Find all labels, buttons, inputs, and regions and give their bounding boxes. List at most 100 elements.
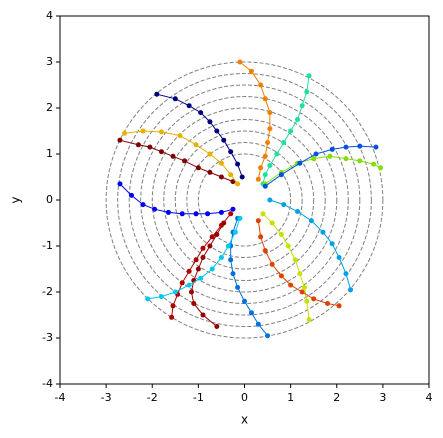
point [325, 301, 331, 306]
series-line [262, 213, 310, 320]
series-line [239, 61, 271, 180]
series-line [257, 220, 340, 307]
x-tick-label: -1 [193, 391, 204, 404]
point [158, 149, 164, 155]
point [195, 266, 201, 272]
point [179, 280, 185, 286]
point [288, 282, 294, 288]
series-line [156, 93, 243, 178]
point [182, 158, 188, 164]
x-tick-label: 4 [426, 391, 433, 404]
point [265, 140, 271, 145]
point [327, 153, 333, 159]
point [154, 91, 160, 97]
point [140, 202, 146, 208]
point [147, 144, 153, 150]
point [169, 314, 175, 320]
point [214, 324, 220, 329]
point [145, 296, 151, 302]
point [165, 209, 171, 215]
series-line [171, 213, 232, 318]
point [336, 255, 342, 260]
y-axis-label: y [9, 196, 23, 203]
point [311, 156, 317, 162]
point [295, 209, 301, 214]
point [378, 165, 384, 171]
point [221, 220, 227, 226]
point [218, 174, 224, 180]
series-line [264, 155, 381, 185]
point [158, 294, 164, 300]
point [140, 128, 146, 134]
point [371, 161, 377, 167]
point [205, 211, 211, 217]
series-line [190, 222, 225, 327]
point [117, 181, 123, 187]
point [225, 243, 231, 249]
point [301, 284, 307, 290]
point [117, 137, 123, 143]
point [191, 301, 197, 306]
x-tick-label: 3 [379, 391, 386, 404]
point [260, 211, 266, 217]
point [128, 192, 134, 198]
point [269, 220, 275, 226]
point [269, 261, 275, 267]
point [278, 232, 284, 237]
point [198, 275, 204, 281]
point [348, 287, 354, 293]
point [172, 289, 178, 295]
y-tick-label: 1 [46, 147, 53, 160]
point [228, 149, 234, 155]
point [218, 160, 224, 166]
point [177, 133, 183, 139]
point [188, 289, 194, 295]
dashed-circle [186, 142, 303, 258]
point [193, 211, 199, 217]
point [200, 312, 206, 318]
point [262, 172, 268, 178]
point [262, 153, 268, 159]
x-tick-label: -3 [101, 391, 112, 404]
series-line [119, 139, 234, 183]
point [311, 296, 317, 302]
point [267, 110, 273, 116]
point [320, 229, 326, 235]
x-tick-label: 1 [287, 391, 294, 404]
point [235, 161, 241, 167]
point [214, 232, 220, 237]
point [193, 257, 199, 263]
point [221, 137, 227, 143]
point [357, 158, 363, 164]
point [308, 218, 314, 224]
point [228, 257, 234, 263]
point [267, 126, 273, 132]
point [230, 206, 236, 212]
point [135, 142, 141, 148]
point [198, 110, 204, 116]
dashed-circle [197, 153, 292, 247]
point [170, 153, 176, 159]
point [207, 151, 213, 157]
dashed-circle [174, 130, 315, 270]
point [218, 255, 224, 260]
point [232, 229, 238, 235]
point [373, 144, 379, 150]
point [343, 144, 349, 150]
dashed-circle [128, 84, 361, 316]
y-tick-label: -4 [42, 377, 53, 390]
point [336, 303, 342, 309]
point [255, 176, 261, 182]
point [292, 257, 298, 263]
point [170, 303, 176, 309]
point [228, 172, 234, 178]
point [237, 215, 243, 221]
point [304, 89, 310, 95]
series-line [119, 183, 234, 215]
x-tick-label: 0 [241, 391, 248, 404]
point [285, 243, 291, 249]
point [186, 103, 192, 109]
point [297, 160, 303, 166]
point [258, 82, 264, 88]
